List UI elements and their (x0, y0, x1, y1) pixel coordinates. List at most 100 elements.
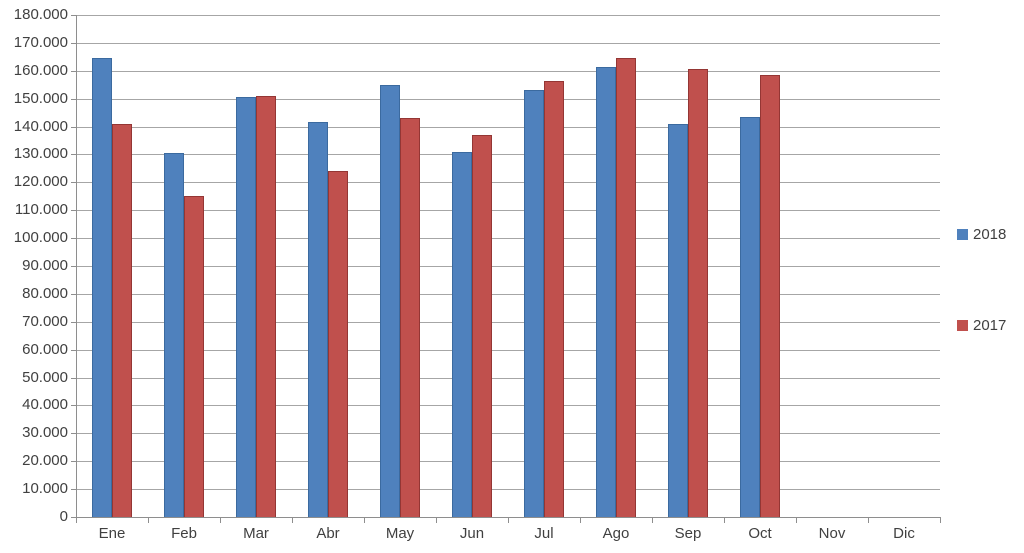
y-axis-tick-label-60000: 60.000 (22, 340, 68, 358)
x-tick-5 (436, 518, 437, 523)
y-tick-80000 (71, 293, 76, 295)
legend-label-2017: 2017 (973, 317, 1007, 334)
x-tick-2 (220, 518, 221, 523)
y-axis-tick-label-120000: 120.000 (13, 173, 68, 191)
bar-2018-ago (596, 66, 616, 517)
y-axis-tick-label-30000: 30.000 (22, 424, 68, 442)
y-tick-180000 (71, 15, 76, 16)
y-tick-130000 (71, 154, 76, 156)
bar-group-ene (76, 15, 148, 517)
gridline-40000 (76, 405, 940, 407)
bar-group-ago (580, 15, 652, 517)
gridline-130000 (76, 154, 940, 156)
x-axis-label-ago: Ago (602, 525, 630, 542)
y-tick-30000 (71, 433, 76, 435)
x-tick-8 (652, 518, 653, 523)
bar-2017-may (400, 118, 420, 517)
y-axis-tick-label-180000: 180.000 (13, 6, 68, 23)
x-tick-12 (940, 518, 941, 523)
bar-2018-feb (164, 153, 184, 517)
y-tick-120000 (71, 182, 76, 184)
y-tick-10000 (71, 489, 76, 491)
y-axis-tick-label-10000: 10.000 (22, 480, 68, 498)
legend-swatch-2017 (957, 320, 968, 331)
y-axis-tick-label-50000: 50.000 (22, 368, 68, 386)
bar-group-sep (652, 15, 724, 517)
bar-2018-sep (668, 123, 688, 517)
gridline-170000 (76, 42, 940, 44)
x-axis-label-nov: Nov (818, 525, 846, 542)
bar-group-dic (868, 15, 940, 517)
y-axis-tick-label-20000: 20.000 (22, 452, 68, 470)
gridline-20000 (76, 461, 940, 463)
legend-label-2018: 2018 (973, 226, 1007, 243)
y-tick-50000 (71, 377, 76, 379)
y-axis-tick-label-110000: 110.000 (14, 201, 68, 219)
y-axis-tick-label-90000: 90.000 (22, 257, 68, 274)
gridline-30000 (76, 433, 940, 435)
x-tick-9 (724, 518, 725, 523)
x-axis-label-mar: Mar (243, 525, 269, 542)
y-axis-tick-label-170000: 170.000 (13, 33, 68, 51)
x-axis-label-sep: Sep (674, 525, 702, 542)
bar-2018-oct (740, 116, 760, 517)
bar-2018-mar (236, 97, 256, 517)
x-axis-label-jun: Jun (459, 525, 485, 542)
legend-item-2017: 2017 (957, 317, 1006, 334)
y-tick-150000 (71, 98, 76, 100)
x-axis-label-abr: Abr (316, 525, 340, 542)
y-tick-140000 (71, 126, 76, 128)
bar-group-oct (724, 15, 796, 517)
bar-2017-jul (544, 80, 564, 517)
bar-2018-may (380, 84, 400, 517)
bar-2018-ene (92, 58, 112, 517)
plot-area (76, 15, 940, 517)
y-tick-170000 (71, 42, 76, 44)
bar-2017-abr (328, 171, 348, 517)
bar-group-nov (796, 15, 868, 517)
y-tick-160000 (71, 70, 76, 72)
bar-2017-ene (112, 123, 132, 517)
gridline-50000 (76, 377, 940, 379)
y-axis-tick-label-150000: 150.000 (13, 89, 68, 107)
gridline-60000 (76, 349, 940, 351)
x-tick-3 (292, 518, 293, 523)
x-tick-11 (868, 518, 869, 523)
x-tick-7 (580, 518, 581, 523)
x-axis-line (71, 517, 941, 518)
x-tick-6 (508, 518, 509, 523)
x-axis-label-ene: Ene (98, 525, 126, 542)
bar-2017-jun (472, 134, 492, 517)
x-axis-label-may: May (385, 525, 415, 542)
y-tick-20000 (71, 461, 76, 463)
y-axis-tick-label-40000: 40.000 (22, 396, 68, 414)
x-tick-4 (364, 518, 365, 523)
bar-2017-mar (256, 95, 276, 517)
y-tick-70000 (71, 321, 76, 323)
bar-2017-oct (760, 75, 780, 517)
bar-2018-abr (308, 122, 328, 517)
y-axis-tick-label-70000: 70.000 (22, 312, 68, 330)
legend-swatch-2018 (957, 229, 968, 240)
x-tick-0 (76, 518, 77, 523)
gridline-180000 (76, 15, 940, 16)
x-tick-1 (148, 518, 149, 523)
legend-item-2018: 2018 (957, 226, 1006, 243)
gridline-150000 (76, 98, 940, 100)
bar-2017-sep (688, 69, 708, 517)
bar-group-jun (436, 15, 508, 517)
bar-group-may (364, 15, 436, 517)
bar-group-mar (220, 15, 292, 517)
x-axis-label-dic: Dic (893, 525, 915, 542)
bar-group-jul (508, 15, 580, 517)
gridline-100000 (76, 238, 940, 240)
y-tick-0 (71, 517, 76, 518)
y-axis-tick-label-80000: 80.000 (22, 284, 68, 302)
y-axis-tick-label-100000: 100.000 (13, 229, 68, 247)
y-axis-tick-label-130000: 130.000 (13, 145, 68, 163)
x-tick-10 (796, 518, 797, 523)
bar-2018-jul (524, 90, 544, 517)
y-tick-60000 (71, 349, 76, 351)
bar-2018-jun (452, 151, 472, 517)
